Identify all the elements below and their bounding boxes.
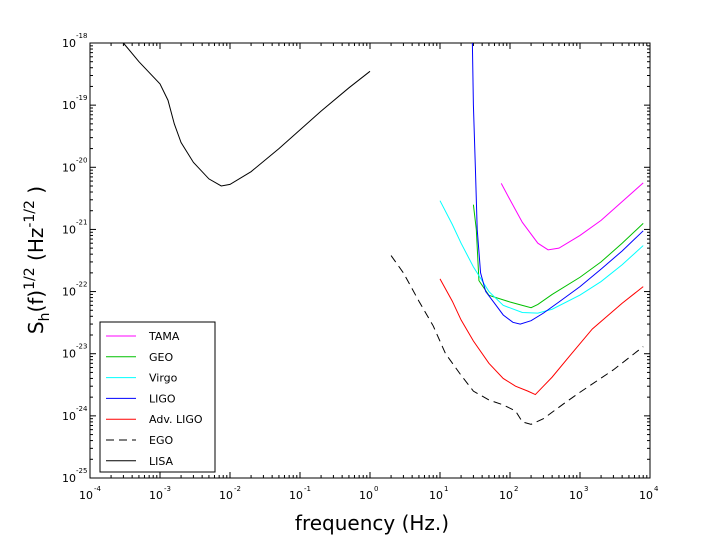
- x-tick-label: 10: [289, 489, 303, 502]
- x-tick-exponent: -3: [164, 485, 171, 493]
- y-tick-exponent: -24: [76, 405, 88, 413]
- x-tick-label: 10: [359, 489, 373, 502]
- y-title-part-half: 1/2: [22, 267, 38, 290]
- series-line-ego: [390, 255, 644, 425]
- legend-label-virgo: Virgo: [149, 372, 178, 385]
- x-tick-label: 10: [219, 489, 233, 502]
- y-tick-label: 10: [62, 99, 76, 112]
- y-tick-exponent: -23: [76, 343, 87, 351]
- y-title-part-hz: (Hz: [24, 228, 48, 268]
- x-tick-exponent: -2: [234, 485, 241, 493]
- legend-label-tama: TAMA: [148, 330, 180, 343]
- x-tick-exponent: 3: [584, 485, 588, 493]
- x-tick-exponent: 2: [514, 485, 518, 493]
- y-axis-title: Sh(f)1/2 (Hz-1/2 ): [22, 186, 53, 334]
- series-line-adv-ligo: [439, 278, 644, 396]
- x-tick-label: 10: [639, 489, 653, 502]
- y-tick-label: 10: [62, 37, 76, 50]
- y-title-part-close: ): [24, 186, 48, 200]
- y-tick-label: 10: [62, 161, 76, 174]
- legend-label-lisa: LISA: [149, 455, 174, 468]
- x-tick-exponent: -1: [304, 485, 311, 493]
- axis-ticks: 10 -4 10 -3 10 -2 10 -1 10 0 10 1 10 2 10 3 10 410-2510-2…: [62, 32, 659, 502]
- legend: TAMA GEO Virgo LIGO Adv. LIGO EGO LISA: [99, 321, 216, 473]
- y-tick-exponent: -20: [76, 156, 87, 164]
- legend-label-geo: GEO: [149, 351, 173, 364]
- y-title-part-f: (f): [24, 290, 48, 313]
- y-tick-exponent: -22: [76, 281, 87, 289]
- x-tick-label: 10: [569, 489, 583, 502]
- series-line-ligo: [471, 42, 644, 325]
- y-tick-label: 10: [62, 472, 76, 485]
- x-tick-label: 10: [149, 489, 163, 502]
- y-tick-exponent: -18: [76, 32, 87, 40]
- x-axis-title: frequency (Hz.): [295, 511, 449, 535]
- y-tick-exponent: -21: [76, 218, 87, 226]
- y-tick-label: 10: [62, 410, 76, 423]
- series-line-virgo: [439, 200, 644, 314]
- x-tick-label: 10: [499, 489, 513, 502]
- series-line-geo: [472, 204, 644, 309]
- x-tick-exponent: 4: [654, 485, 659, 493]
- y-title-part-s: S: [24, 321, 48, 334]
- legend-label-ego: EGO: [149, 434, 173, 447]
- x-tick-label: 10: [79, 489, 93, 502]
- y-tick-label: 10: [62, 286, 76, 299]
- y-tick-label: 10: [62, 223, 76, 236]
- x-tick-label: 10: [429, 489, 443, 502]
- x-tick-exponent: -4: [94, 485, 102, 493]
- legend-label-adv-ligo: Adv. LIGO: [149, 413, 203, 426]
- legend-box: [99, 321, 216, 473]
- y-tick-label: 10: [62, 348, 76, 361]
- series-line-tama: [500, 182, 644, 251]
- legend-label-ligo: LIGO: [149, 392, 176, 405]
- series-line-lisa: [123, 42, 371, 187]
- y-axis-title-group: Sh(f)1/2 (Hz-1/2 ): [22, 186, 53, 334]
- y-title-part-h: h: [37, 313, 53, 322]
- y-tick-exponent: -19: [76, 94, 87, 102]
- series-lines: [123, 42, 644, 425]
- x-tick-exponent: 1: [444, 485, 448, 493]
- y-title-part-neg-half: -1/2: [22, 200, 38, 228]
- y-tick-exponent: -25: [76, 467, 87, 475]
- x-tick-exponent: 0: [374, 485, 378, 493]
